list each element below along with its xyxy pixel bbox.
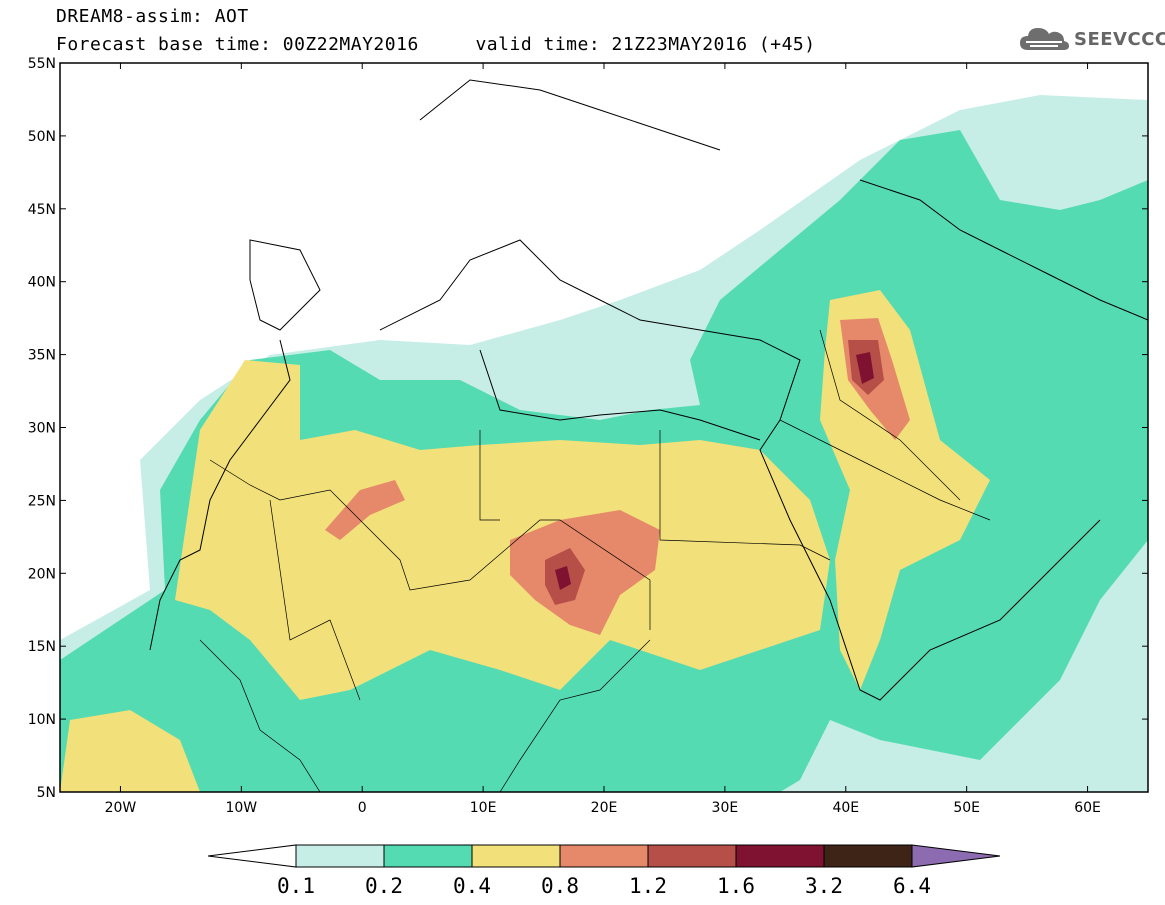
- lon-tick-label: 10W: [225, 800, 257, 816]
- aot-band-1.6: [555, 566, 571, 590]
- colorbar-label: 3.2: [805, 874, 843, 898]
- lat-tick-label: 35N: [28, 348, 56, 364]
- lat-tick-label: 30N: [28, 421, 56, 437]
- aot-band-0.8: [510, 510, 660, 635]
- colorbar-label: 0.1: [277, 874, 315, 898]
- longitude-axis: 20W 10W 0 10E 20E 30E 40E 50E 60E: [105, 63, 1101, 816]
- map-title: DREAM8-assim: AOT: [56, 6, 249, 27]
- time-info: Forecast base time: 00Z22MAY2016 valid t…: [56, 34, 816, 55]
- country-borders: [199, 329, 991, 792]
- colorbar-under-arrow: [207, 844, 297, 868]
- valid-time-label: valid time: 21Z23MAY2016 (+45): [475, 34, 816, 55]
- colorbar-label: 6.4: [893, 874, 931, 898]
- colorbar-cell: [823, 844, 913, 868]
- lat-tick-label: 50N: [28, 129, 56, 145]
- lon-tick-label: 20E: [591, 800, 618, 816]
- colorbar-label: 1.2: [629, 874, 667, 898]
- colorbar-cell: [471, 844, 561, 868]
- colorbar-cell: [383, 844, 473, 868]
- lon-tick-label: 40E: [832, 800, 859, 816]
- lon-tick-label: 10E: [470, 800, 497, 816]
- lat-tick-label: 55N: [28, 56, 56, 72]
- lat-tick-label: 15N: [28, 639, 56, 655]
- coastline: [149, 79, 1148, 701]
- aot-band-0.8-west: [325, 480, 405, 540]
- base-time-label: Forecast base time: 00Z22MAY2016: [56, 34, 419, 55]
- lat-tick-label: 45N: [28, 202, 56, 218]
- seevccc-logo: SEEVCCC: [1018, 22, 1165, 56]
- aot-band-0.4-sw: [60, 710, 200, 792]
- lon-tick-label: 50E: [953, 800, 980, 816]
- aot-fields: [60, 63, 1148, 792]
- lat-tick-label: 20N: [28, 566, 56, 582]
- lat-tick-label: 25N: [28, 493, 56, 509]
- colorbar-cell: [295, 844, 385, 868]
- lon-tick-label: 0: [358, 800, 367, 816]
- colorbar-cell: [647, 844, 737, 868]
- lon-tick-label: 20W: [105, 800, 137, 816]
- lat-tick-label: 10N: [28, 712, 56, 728]
- colorbar-label: 0.4: [453, 874, 491, 898]
- lon-tick-label: 30E: [712, 800, 739, 816]
- colorbar: 0.1 0.2 0.4 0.8 1.2 1.6 3.2 6.4: [207, 844, 1001, 898]
- colorbar-cell: [735, 844, 825, 868]
- colorbar-over-arrow: [911, 844, 1001, 868]
- aot-band-0.4: [175, 360, 830, 700]
- colorbar-label: 0.2: [365, 874, 403, 898]
- lat-tick-label: 5N: [37, 785, 56, 801]
- colorbar-label: 0.8: [541, 874, 579, 898]
- aot-band-1.6-iraq: [856, 352, 874, 384]
- cloud-icon: [1020, 28, 1069, 50]
- colorbar-cell: [559, 844, 649, 868]
- colorbar-label: 1.6: [717, 874, 755, 898]
- lat-tick-label: 40N: [28, 275, 56, 291]
- logo-text: SEEVCCC: [1074, 28, 1165, 50]
- lon-tick-label: 60E: [1074, 800, 1101, 816]
- latitude-axis: 5N 10N 15N 20N 25N 30N 35N 40N 45N 50N 55N: [28, 56, 1148, 801]
